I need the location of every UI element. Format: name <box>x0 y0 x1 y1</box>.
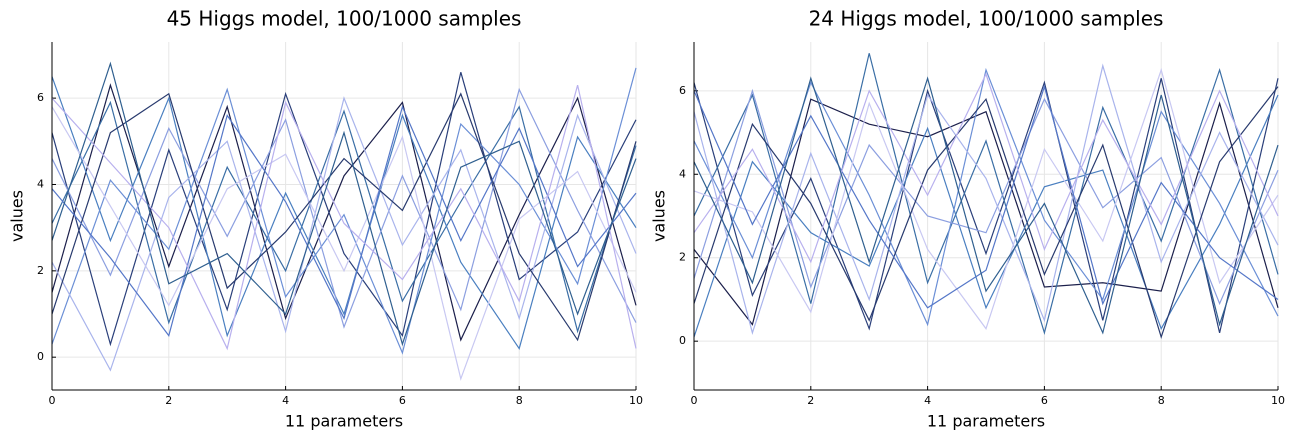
x-tick-label: 10 <box>1271 394 1285 407</box>
y-tick-label: 0 <box>37 350 44 363</box>
data-line <box>51 92 637 342</box>
x-axis-label: 11 parameters <box>285 412 403 431</box>
data-line <box>51 85 637 351</box>
data-line <box>51 96 637 372</box>
data-line <box>693 76 1279 335</box>
data-line <box>693 94 1279 338</box>
data-line <box>693 72 1279 264</box>
x-tick-label: 2 <box>165 394 172 407</box>
data-line <box>51 72 637 347</box>
data-line <box>51 76 637 350</box>
x-tick-label: 10 <box>629 394 643 407</box>
x-tick-label: 0 <box>691 394 698 407</box>
x-tick-label: 4 <box>924 394 931 407</box>
data-line <box>51 87 637 329</box>
y-axis-label: values <box>650 190 669 242</box>
data-line <box>693 98 1279 326</box>
data-line <box>693 67 1279 330</box>
data-line <box>693 86 1279 339</box>
y-tick-label: 4 <box>679 167 686 180</box>
y-tick-label: 2 <box>679 251 686 264</box>
x-tick-label: 0 <box>49 394 56 407</box>
data-line <box>51 100 637 334</box>
data-line <box>693 78 1279 333</box>
x-tick-label: 2 <box>807 394 814 407</box>
chart-title: 24 Higgs model, 100/1000 samples <box>809 7 1164 31</box>
chart-title: 45 Higgs model, 100/1000 samples <box>167 7 522 31</box>
x-tick-label: 8 <box>516 394 523 407</box>
data-line <box>51 104 637 337</box>
y-tick-label: 4 <box>37 177 44 190</box>
data-line <box>51 67 637 355</box>
x-tick-label: 4 <box>282 394 289 407</box>
data-line <box>693 63 1279 335</box>
y-tick-label: 0 <box>679 334 686 347</box>
x-tick-label: 8 <box>1158 394 1165 407</box>
data-line <box>693 88 1279 306</box>
x-axis-label: 11 parameters <box>927 412 1045 431</box>
y-tick-label: 2 <box>37 264 44 277</box>
y-axis-label: values <box>8 190 27 242</box>
x-tick-label: 6 <box>1041 394 1048 407</box>
y-tick-label: 6 <box>37 91 44 104</box>
data-line <box>693 84 1279 309</box>
data-line <box>693 53 1279 336</box>
data-line <box>51 61 637 347</box>
x-tick-label: 6 <box>399 394 406 407</box>
y-tick-label: 6 <box>679 84 686 97</box>
data-line <box>51 106 637 381</box>
